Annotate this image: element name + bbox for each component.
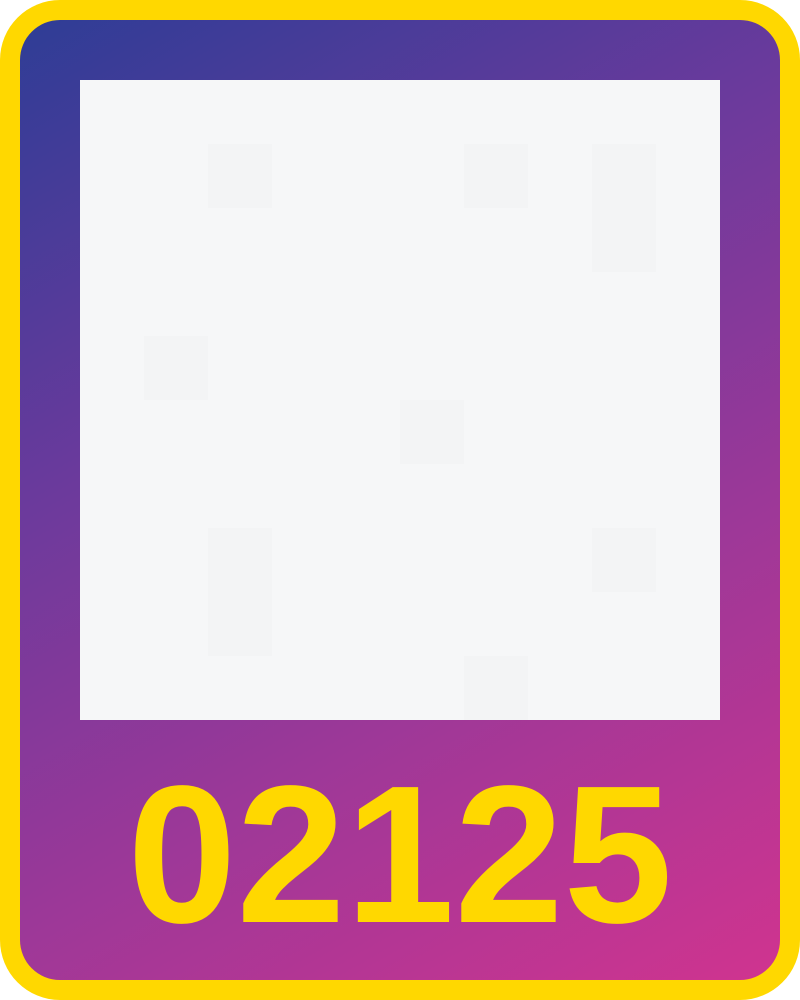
pattern-cell [400,400,464,464]
pattern-cell [592,144,656,208]
pattern-cell [208,592,272,656]
pattern-cell [592,208,656,272]
card-background: 02125 [20,20,780,980]
pattern-cell [592,528,656,592]
pattern-cell [208,144,272,208]
pattern-cell [464,656,528,720]
pattern-cell [208,528,272,592]
card-code-number: 02125 [127,745,673,964]
pattern-cell [464,144,528,208]
image-placeholder [80,80,720,720]
faint-pattern [80,80,720,720]
pattern-cell [144,336,208,400]
